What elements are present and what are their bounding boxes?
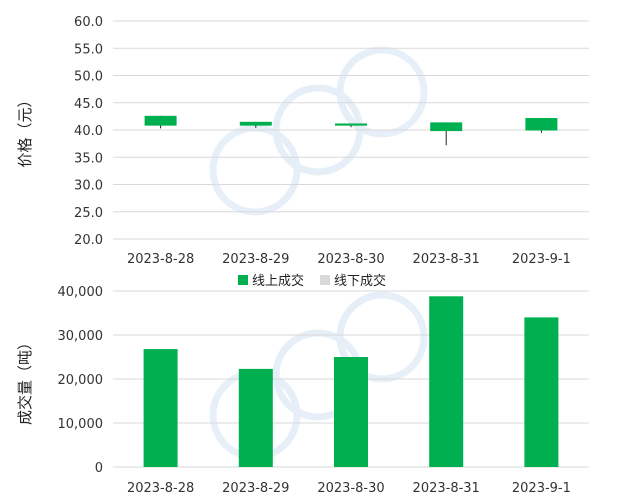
price-y-ticks: 20.0 25.0 30.0 35.0 40.0 45.0 50.0 55.0 60.0 (74, 15, 103, 248)
volume-bar (524, 317, 559, 467)
price-x-tick-label: 2023-8-31 (413, 252, 480, 267)
price-x-tick-label: 2023-9-1 (512, 252, 571, 267)
legend-label-offline: 线下成交 (334, 273, 386, 289)
volume-y-tick-label: 10,000 (58, 417, 104, 432)
price-y-axis-label: 价格（元） (16, 92, 34, 167)
candle-body (335, 123, 367, 126)
volume-x-tick-label: 2023-8-28 (127, 481, 194, 496)
volume-x-tick-label: 2023-9-1 (512, 481, 571, 496)
price-y-tick-label: 25.0 (74, 206, 103, 221)
candle-body (430, 122, 463, 132)
legend-label-online: 线上成交 (252, 273, 304, 289)
price-y-tick-label: 40.0 (74, 124, 103, 139)
price-y-tick-label: 45.0 (74, 97, 103, 112)
price-y-tick-label: 30.0 (74, 179, 103, 194)
volume-bar (238, 368, 273, 467)
volume-bar (334, 357, 368, 467)
volume-y-tick-label: 0 (95, 461, 103, 476)
price-y-tick-label: 55.0 (74, 42, 103, 57)
volume-bar (429, 296, 464, 467)
volume-x-ticks: 2023-8-28 2023-8-29 2023-8-30 2023-8-31 2023… (127, 481, 571, 496)
volume-legend: 线上成交 线下成交 (238, 273, 386, 289)
price-gridlines (113, 20, 589, 240)
volume-y-ticks: 0 10,000 20,000 30,000 40,000 (58, 285, 104, 476)
volume-bars (143, 296, 559, 467)
volume-y-axis-label: 成交量（吨） (16, 335, 34, 425)
candle-body (144, 115, 177, 126)
price-x-ticks: 2023-8-28 2023-8-29 2023-8-30 2023-8-31 2023… (127, 252, 571, 267)
price-y-tick-label: 50.0 (74, 70, 103, 85)
price-x-tick-label: 2023-8-30 (317, 252, 384, 267)
price-y-tick-label: 35.0 (74, 151, 103, 166)
price-y-tick-label: 20.0 (74, 233, 103, 248)
volume-x-tick-label: 2023-8-31 (413, 481, 480, 496)
price-chart: 20.0 25.0 30.0 35.0 40.0 45.0 50.0 55.0 60.0 202… (16, 15, 589, 267)
price-x-tick-label: 2023-8-29 (222, 252, 289, 267)
price-candles (144, 115, 558, 146)
price-y-tick-label: 60.0 (74, 15, 103, 30)
price-x-tick-label: 2023-8-28 (127, 252, 194, 267)
candle-body (239, 121, 272, 126)
candle-body (525, 118, 558, 131)
volume-y-tick-label: 20,000 (58, 373, 104, 388)
volume-x-tick-label: 2023-8-29 (222, 481, 289, 496)
legend-swatch-offline (320, 275, 330, 285)
volume-x-tick-label: 2023-8-30 (317, 481, 384, 496)
volume-y-tick-label: 40,000 (58, 285, 104, 300)
volume-y-tick-label: 30,000 (58, 329, 104, 344)
legend-swatch-online (238, 275, 248, 285)
volume-bar (143, 349, 178, 467)
